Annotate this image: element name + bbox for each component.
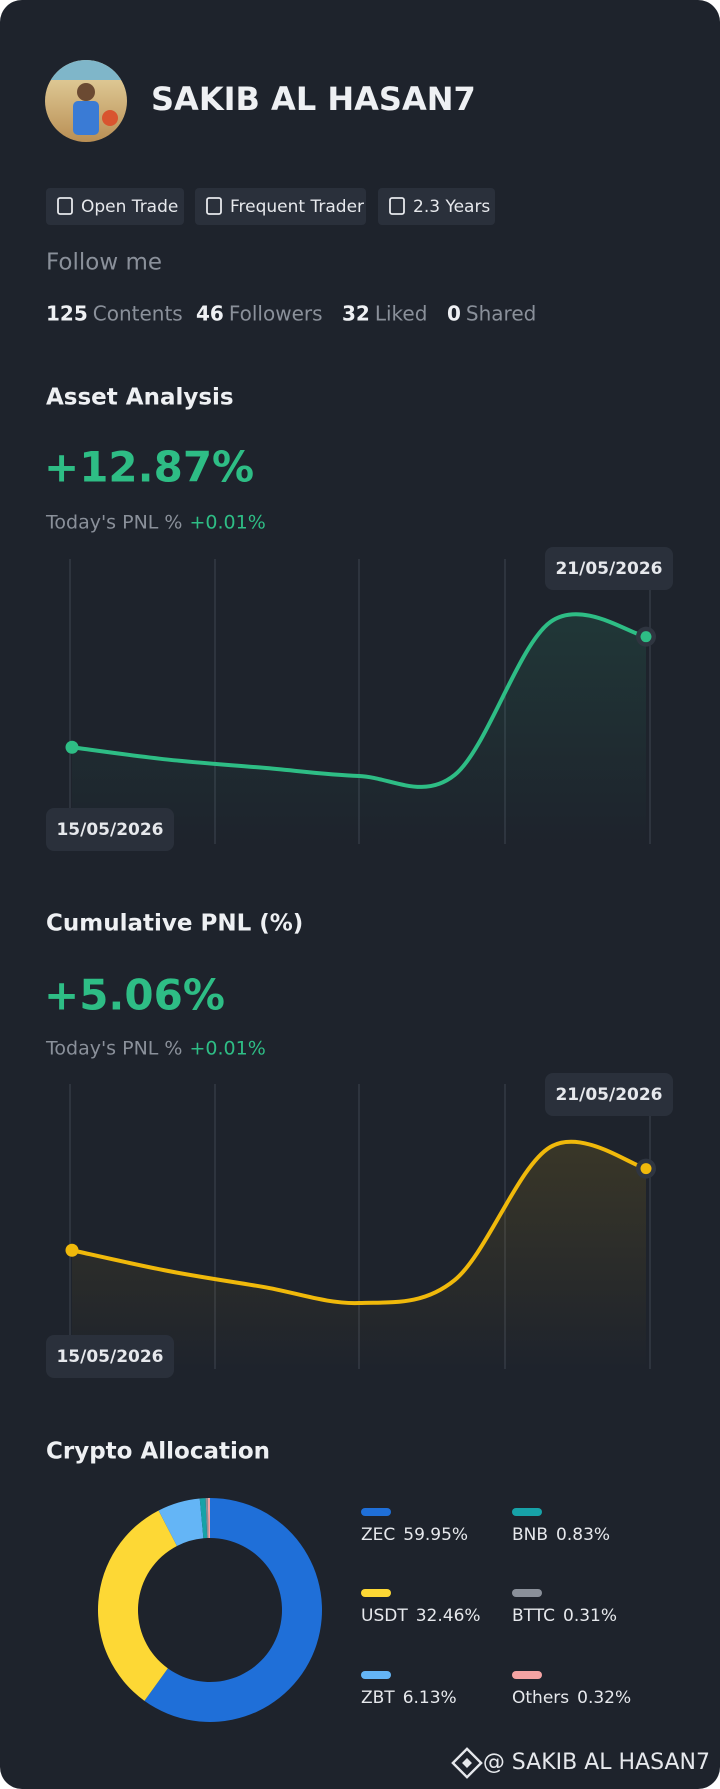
legend-value: 32.46% bbox=[416, 1606, 481, 1626]
tag[interactable]: Frequent Trader bbox=[195, 188, 366, 225]
legend-value: 59.95% bbox=[403, 1525, 468, 1545]
legend-item[interactable]: USDT 32.46% bbox=[361, 1589, 481, 1626]
legend-value: 0.32% bbox=[577, 1688, 631, 1708]
legend-label: BTTC bbox=[512, 1606, 555, 1626]
end-point bbox=[640, 1163, 652, 1175]
tooltip-date: 21/05/2026 bbox=[555, 1085, 662, 1105]
stat-count: 32 bbox=[342, 302, 370, 326]
stat[interactable]: 125 Contents bbox=[46, 302, 183, 326]
pnl-label: Today's PNL % bbox=[45, 512, 182, 534]
legend-item[interactable]: Others 0.32% bbox=[512, 1671, 631, 1708]
legend-item[interactable]: BNB 0.83% bbox=[512, 1508, 610, 1545]
legend-value: 0.83% bbox=[556, 1525, 610, 1545]
tooltip-background bbox=[545, 1073, 673, 1116]
tag-icon bbox=[206, 197, 222, 215]
legend-swatch bbox=[361, 1671, 391, 1679]
legend-label: BNB bbox=[512, 1525, 548, 1545]
stat-label: Liked bbox=[375, 302, 428, 326]
legend-value: 6.13% bbox=[403, 1688, 457, 1708]
tag-label: 2.3 Years bbox=[413, 197, 490, 217]
tag-icon bbox=[57, 197, 73, 215]
legend-item[interactable]: ZBT 6.13% bbox=[361, 1671, 457, 1708]
legend-item[interactable]: ZEC 59.95% bbox=[361, 1508, 468, 1545]
line bbox=[70, 612, 648, 789]
section-title: Asset Analysis bbox=[46, 385, 234, 411]
footer-handle: @ SAKIB AL HASAN7 bbox=[483, 1750, 710, 1775]
footer-logo bbox=[451, 1747, 483, 1779]
donut-slice bbox=[199, 1498, 208, 1539]
end-point bbox=[640, 631, 652, 643]
profile-name: SAKIB AL HASAN7 bbox=[151, 80, 476, 118]
donut-slice bbox=[144, 1498, 322, 1723]
tag-icon bbox=[389, 197, 405, 215]
tag[interactable]: 2.3 Years bbox=[378, 188, 495, 225]
legend-swatch bbox=[361, 1508, 391, 1516]
tooltip-background bbox=[46, 1335, 174, 1378]
tag-background bbox=[195, 188, 366, 225]
donut-slice bbox=[205, 1498, 209, 1539]
tag-background bbox=[46, 188, 184, 225]
stat[interactable]: 32 Liked bbox=[342, 302, 427, 326]
tag-background bbox=[378, 188, 495, 225]
section-title: Crypto Allocation bbox=[46, 1439, 270, 1465]
date-tooltip: 21/05/2026 bbox=[545, 547, 673, 590]
pnl-value: +0.01% bbox=[189, 512, 265, 534]
stat-count: 125 bbox=[46, 302, 88, 326]
stat-count: 0 bbox=[447, 302, 461, 326]
date-tooltip: 21/05/2026 bbox=[545, 1073, 673, 1116]
tooltip-date: 21/05/2026 bbox=[555, 559, 662, 579]
tooltip-date: 15/05/2026 bbox=[56, 820, 163, 840]
donut-slice bbox=[207, 1498, 210, 1539]
headline-value: +12.87% bbox=[44, 443, 254, 492]
section-title: Cumulative PNL (%) bbox=[46, 911, 303, 937]
tag-label: Open Trade bbox=[81, 197, 178, 217]
legend-swatch bbox=[512, 1508, 542, 1516]
legend-label: USDT bbox=[361, 1606, 408, 1626]
stat[interactable]: 0 Shared bbox=[447, 302, 536, 326]
area-fill bbox=[72, 1141, 646, 1369]
stat-label: Shared bbox=[466, 302, 536, 326]
date-tooltip: 15/05/2026 bbox=[46, 1335, 174, 1378]
tooltip-background bbox=[545, 547, 673, 590]
legend-label: ZEC bbox=[361, 1525, 395, 1545]
stat[interactable]: 46 Followers bbox=[196, 302, 323, 326]
stat-label: Contents bbox=[93, 302, 183, 326]
legend-value: 0.31% bbox=[563, 1606, 617, 1626]
legend-label: ZBT bbox=[361, 1688, 395, 1708]
legend-swatch bbox=[512, 1589, 542, 1597]
stat-count: 46 bbox=[196, 302, 224, 326]
tag[interactable]: Open Trade bbox=[46, 188, 184, 225]
line bbox=[70, 1139, 648, 1306]
legend-swatch bbox=[512, 1671, 542, 1679]
headline-value: +5.06% bbox=[44, 971, 225, 1020]
start-point bbox=[65, 1243, 79, 1257]
pnl-label: Today's PNL % bbox=[45, 1038, 182, 1060]
legend-label: Others bbox=[512, 1688, 569, 1708]
donut-slice bbox=[97, 1510, 177, 1701]
legend-swatch bbox=[361, 1589, 391, 1597]
area-fill bbox=[72, 614, 646, 844]
start-point bbox=[65, 740, 79, 754]
tooltip-date: 15/05/2026 bbox=[56, 1347, 163, 1367]
donut-slice bbox=[158, 1498, 204, 1547]
follow-label[interactable]: Follow me bbox=[46, 250, 162, 276]
pnl-value: +0.01% bbox=[189, 1038, 265, 1060]
tag-label: Frequent Trader bbox=[230, 197, 364, 217]
footer: @ SAKIB AL HASAN7 bbox=[451, 1747, 710, 1779]
stat-label: Followers bbox=[229, 302, 323, 326]
legend-item[interactable]: BTTC 0.31% bbox=[512, 1589, 617, 1626]
avatar[interactable] bbox=[45, 60, 127, 142]
tooltip-background bbox=[46, 808, 174, 851]
date-tooltip: 15/05/2026 bbox=[46, 808, 174, 851]
